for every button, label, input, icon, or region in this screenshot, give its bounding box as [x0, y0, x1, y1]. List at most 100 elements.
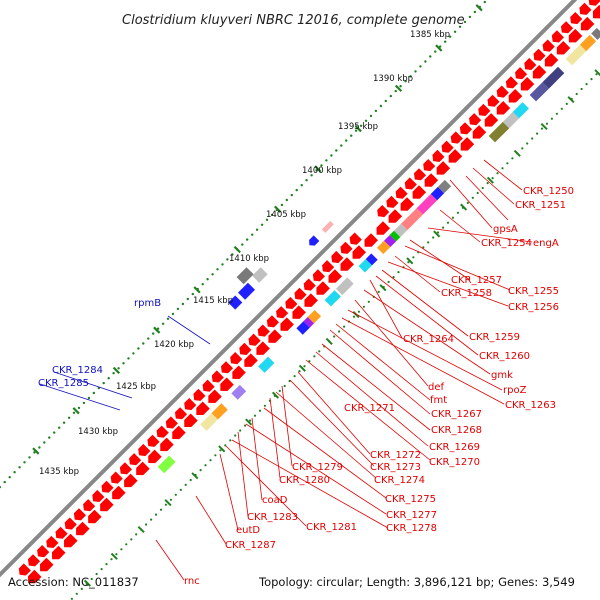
ruler-dot: [320, 164, 323, 167]
ruler-dot: [439, 45, 442, 48]
category-block: [296, 321, 310, 335]
inner-dot: [540, 127, 544, 130]
ruler-dot: [473, 10, 477, 14]
gene-arrow: [515, 67, 528, 80]
ruler-tick-label: 1385 kbp: [410, 30, 450, 40]
outer-gene-labels: rpmB CKR_1284 CKR_1285: [38, 298, 161, 389]
gene-arrow: [64, 533, 78, 548]
ruler-dot: [107, 377, 110, 380]
inner-dot: [377, 290, 380, 293]
inner-dot: [481, 186, 484, 190]
ruler-dot: [161, 322, 165, 325]
inner-dot: [442, 226, 445, 229]
ruler-dot: [345, 139, 348, 142]
ruler-dot: [147, 337, 150, 340]
gene-arrow: [316, 281, 330, 295]
inner-dot: [521, 147, 524, 150]
gene-arrow: [377, 205, 390, 218]
gene-arrow: [52, 545, 66, 560]
gene-arrow: [208, 389, 222, 403]
inner-dot: [115, 553, 118, 556]
inner-dot: [451, 216, 455, 219]
ruler-dot: [429, 55, 432, 58]
gene-arrow: [404, 177, 417, 190]
gene-arrow: [423, 159, 436, 172]
ruler-dot: [13, 471, 16, 474]
ruler-dot: [127, 357, 130, 360]
label-leader: [231, 439, 389, 529]
ruler-dot: [350, 134, 353, 137]
inner-dot: [145, 523, 148, 526]
label-leader: [321, 343, 431, 431]
category-block: [416, 194, 438, 215]
inner-dot: [506, 162, 509, 165]
gene-arrow: [28, 554, 41, 567]
ruler-dot: [369, 114, 373, 118]
inner-tick: [271, 391, 280, 399]
label-leader: [354, 299, 429, 387]
gene-label: CKR_1258: [441, 288, 492, 299]
inner-dot: [357, 310, 360, 313]
label-leader: [305, 359, 431, 461]
ruler-tick-label: 1400 kbp: [302, 166, 342, 176]
genome-summary-text: Topology: circular; Length: 3,896,121 bp…: [258, 575, 575, 589]
inner-dot: [159, 508, 163, 511]
inner-dot: [283, 384, 286, 388]
gene-arrow: [400, 197, 415, 211]
reverse-gene: [309, 235, 320, 246]
inner-tick: [513, 149, 521, 157]
label-leader: [289, 379, 375, 467]
label-leader: [315, 351, 429, 447]
ruler-dot: [3, 480, 6, 484]
gene-arrow: [148, 449, 162, 464]
features: [18, 0, 600, 584]
label-leader: [381, 269, 469, 337]
ruler-tick-label: 1415 kbp: [193, 296, 233, 306]
gene-arrow: [119, 462, 132, 475]
ruler-dot: [48, 436, 51, 439]
gene-arrow: [424, 173, 439, 187]
gene-arrow: [100, 497, 114, 512]
ruler-dot: [295, 188, 298, 192]
ruler-dot: [58, 426, 61, 429]
inner-dot: [531, 137, 534, 140]
ruler-dot: [211, 273, 214, 276]
ruler-dot: [300, 184, 303, 187]
gene-arrow: [276, 306, 289, 319]
category-block: [565, 44, 587, 66]
ruler-dot: [186, 297, 189, 301]
ruler-dot: [191, 292, 194, 296]
ruler-dot: [270, 213, 274, 217]
ruler-dot: [62, 421, 66, 424]
label-leader: [375, 275, 479, 356]
gene-arrow: [220, 377, 234, 391]
label-leader: [472, 167, 515, 205]
gene-arrow: [196, 401, 210, 415]
gene-arrow: [239, 342, 252, 355]
inner-tick: [164, 499, 172, 507]
gene-arrow: [256, 341, 270, 355]
backbone-line: [0, 0, 578, 578]
gene-arrow: [165, 416, 178, 429]
reverse-gene: [252, 267, 268, 283]
ruler-dot: [458, 25, 462, 28]
gene-arrow: [55, 526, 68, 539]
inner-dot: [575, 92, 578, 96]
gene-arrow: [570, 12, 583, 25]
gene-arrow: [487, 94, 500, 107]
ruler-dot: [315, 169, 318, 172]
inner-dot: [446, 221, 450, 224]
ruler-dot: [171, 312, 175, 316]
gene-arrow: [340, 257, 354, 271]
inner-dot: [154, 513, 158, 516]
ruler-dot: [374, 109, 378, 113]
inner-dot: [412, 256, 415, 259]
ruler-dot: [142, 342, 145, 345]
inner-dot: [456, 211, 459, 214]
inner-dot: [427, 241, 430, 244]
ruler-dot: [152, 332, 155, 335]
inner-dot: [189, 478, 192, 482]
gene-label: gpsA: [493, 224, 518, 235]
inner-dot: [135, 533, 138, 536]
